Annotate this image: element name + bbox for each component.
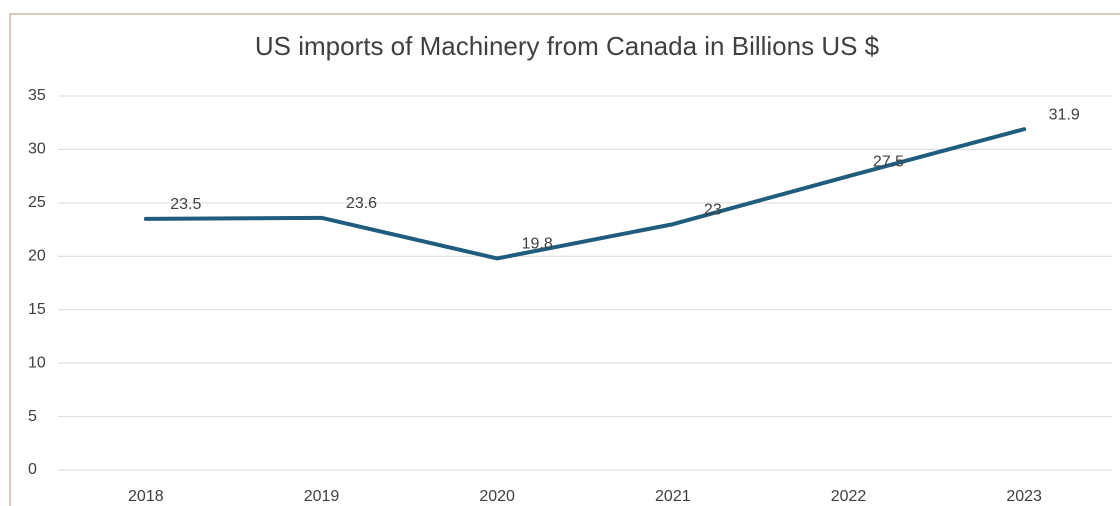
data-label: 31.9 bbox=[1049, 106, 1080, 123]
y-tick-label: 0 bbox=[28, 461, 37, 478]
y-tick-label: 10 bbox=[28, 354, 46, 371]
x-tick-label: 2018 bbox=[128, 488, 164, 505]
data-line bbox=[143, 127, 1027, 261]
x-tick-label: 2019 bbox=[304, 488, 340, 505]
data-label: 23.5 bbox=[170, 196, 201, 213]
x-tick-label: 2020 bbox=[479, 488, 515, 505]
data-label: 23 bbox=[704, 201, 722, 218]
y-tick-label: 20 bbox=[28, 248, 46, 265]
x-tick-label: 2022 bbox=[831, 488, 867, 505]
y-tick-label: 25 bbox=[28, 194, 46, 211]
data-label: 19.8 bbox=[522, 236, 553, 253]
x-tick-label: 2021 bbox=[655, 488, 691, 505]
y-tick-label: 5 bbox=[28, 408, 37, 425]
x-tick-label: 2023 bbox=[1006, 488, 1042, 505]
data-label: 27.5 bbox=[873, 153, 904, 170]
y-tick-label: 35 bbox=[28, 87, 46, 104]
chart-frame bbox=[9, 13, 1120, 506]
y-tick-label: 30 bbox=[28, 141, 46, 158]
data-label: 23.6 bbox=[346, 195, 377, 212]
chart-title: US imports of Machinery from Canada in B… bbox=[255, 31, 880, 61]
y-tick-label: 15 bbox=[28, 301, 46, 318]
